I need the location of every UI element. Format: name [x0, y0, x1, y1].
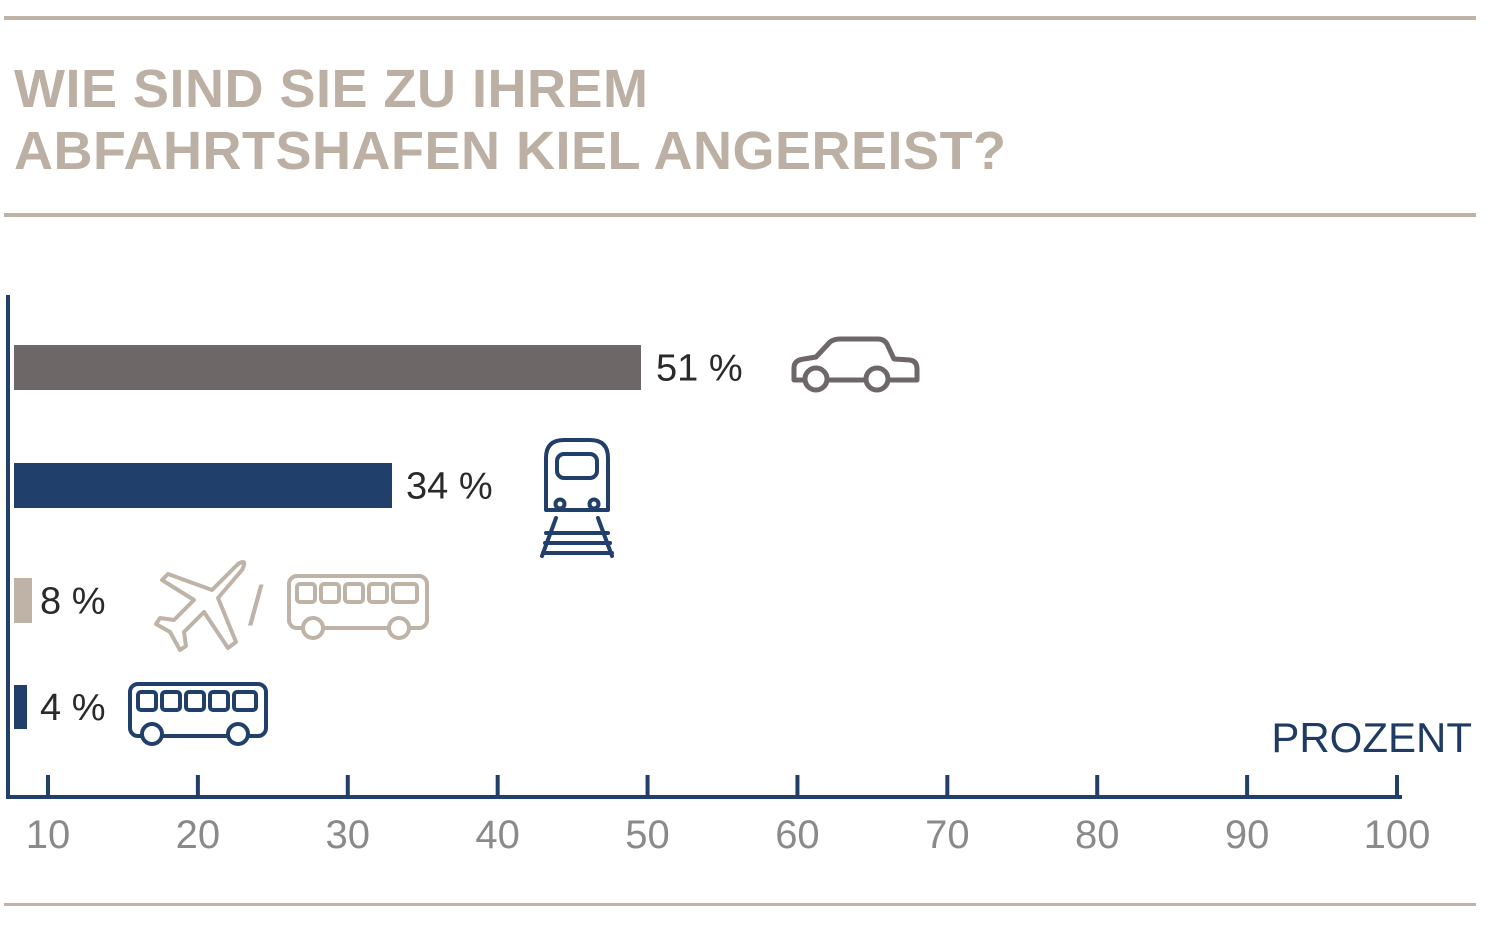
x-tick-label: 80 [1075, 813, 1120, 857]
bar-value-label: 4 % [40, 687, 105, 729]
x-tick-label: 100 [1364, 813, 1431, 857]
x-tick-label: 10 [26, 813, 71, 857]
bottom-rule [4, 903, 1476, 906]
x-tick-label: 50 [625, 813, 670, 857]
bar-value-label: 51 % [656, 348, 743, 390]
bar-value-label: 8 % [40, 581, 105, 623]
plane-icon [154, 560, 247, 652]
bar-bus [14, 685, 27, 729]
top-rule [4, 16, 1476, 20]
bar-value-label: 34 % [406, 466, 493, 508]
bus-icon [287, 574, 429, 640]
bus-icon [128, 682, 268, 746]
bar-train [14, 463, 392, 508]
title-rule [4, 213, 1476, 217]
x-tick-label: 30 [326, 813, 371, 857]
chart-title: WIE SIND SIE ZU IHREM ABFAHRTSHAFEN KIEL… [14, 58, 1007, 182]
x-tick-label: 90 [1225, 813, 1270, 857]
x-tick-label: 40 [475, 813, 520, 857]
x-tick-label: 20 [176, 813, 221, 857]
bar-car [14, 345, 641, 390]
x-tick-label: 60 [775, 813, 820, 857]
train-icon [540, 438, 614, 558]
x-axis-unit-label: PROZENT [1271, 714, 1472, 761]
mode-separator: / [248, 574, 264, 637]
title-line-2: ABFAHRTSHAFEN KIEL ANGEREIST? [14, 121, 1007, 181]
x-tick-label: 70 [925, 813, 970, 857]
bar-plane-bus [14, 578, 32, 623]
car-icon [791, 336, 920, 393]
title-line-1: WIE SIND SIE ZU IHREM [14, 59, 649, 119]
